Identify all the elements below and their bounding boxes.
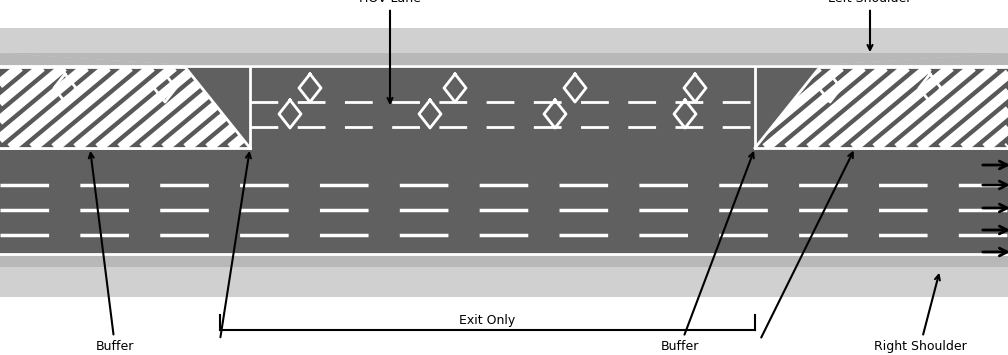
Polygon shape (0, 53, 185, 150)
Text: Right Shoulder: Right Shoulder (874, 275, 967, 353)
Polygon shape (755, 67, 1008, 148)
Polygon shape (820, 53, 1008, 150)
Text: Exit Only: Exit Only (460, 314, 516, 327)
Bar (0, 28, 1008, 53)
Bar (0, 267, 1008, 297)
Bar (0, 255, 1008, 267)
Polygon shape (820, 53, 1008, 65)
Text: Left Shoulder: Left Shoulder (829, 0, 911, 50)
Text: HOV Lane: HOV Lane (359, 0, 421, 103)
Text: Buffer: Buffer (661, 153, 754, 353)
Text: Buffer: Buffer (89, 153, 134, 353)
Bar (0, 53, 1008, 65)
Polygon shape (0, 67, 250, 148)
Polygon shape (0, 53, 185, 65)
Bar (0, 65, 1008, 255)
